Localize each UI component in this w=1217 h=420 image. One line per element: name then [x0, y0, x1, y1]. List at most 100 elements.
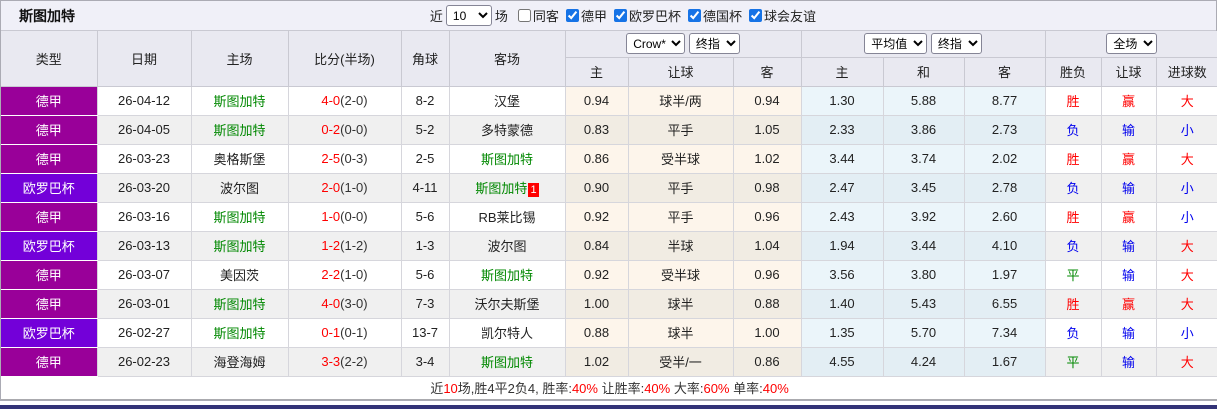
- col-header-goals: 进球数: [1156, 57, 1217, 87]
- league-cell: 德甲: [1, 202, 98, 232]
- filter-same-venue[interactable]: 同客: [517, 6, 559, 25]
- away-team: 斯图加特: [449, 260, 566, 290]
- match-row: 德甲 26-03-23 奥格斯堡 2-5(0-3) 2-5 斯图加特 0.86 …: [1, 144, 1217, 174]
- filter-german-cup[interactable]: 德国杯: [687, 6, 742, 25]
- goals-result-value: 大: [1180, 152, 1194, 167]
- euro-away-odds: 2.78: [964, 173, 1046, 203]
- filter-bundesliga[interactable]: 德甲: [565, 6, 607, 25]
- club-friendly-checkbox[interactable]: [748, 9, 762, 22]
- away-team: 斯图加特: [449, 347, 566, 377]
- match-row: 欧罗巴杯 26-02-27 斯图加特 0-1(0-1) 13-7 凯尔特人 0.…: [1, 318, 1217, 348]
- handicap-result-cell: 输: [1101, 347, 1157, 377]
- score-cell: 2-0(1-0): [288, 173, 402, 203]
- scope-select[interactable]: 全场: [1106, 33, 1158, 55]
- goals-result-value: 小: [1180, 210, 1194, 225]
- score-cell: 3-3(2-2): [288, 347, 402, 377]
- bundesliga-label: 德甲: [580, 9, 607, 24]
- date-cell: 26-03-07: [97, 260, 192, 290]
- fulltime-score: 3-3: [321, 354, 341, 369]
- asia-home-odds: 0.83: [565, 115, 629, 145]
- euro-away-odds: 4.10: [964, 231, 1046, 261]
- goals-result-cell: 小: [1156, 202, 1217, 232]
- handicap-result-value: 输: [1122, 355, 1136, 370]
- col-header-away: 客场: [449, 31, 566, 87]
- euro-odds-time-select[interactable]: 终指: [930, 33, 982, 55]
- euro-draw-odds: 3.44: [883, 231, 965, 261]
- result-cell: 平: [1045, 347, 1102, 377]
- home-team: 斯图加特: [191, 202, 289, 232]
- handicap-result-value: 赢: [1122, 152, 1136, 167]
- halftime-score: (1-0): [340, 180, 368, 195]
- halftime-score: (0-0): [340, 209, 368, 224]
- filter-europa-league[interactable]: 欧罗巴杯: [613, 6, 681, 25]
- result-value: 负: [1066, 326, 1080, 341]
- asia-away-odds: 0.88: [733, 289, 802, 319]
- result-value: 胜: [1066, 210, 1080, 225]
- german-cup-checkbox[interactable]: [687, 9, 701, 22]
- euro-draw-odds: 3.74: [883, 144, 965, 174]
- corner-cell: 8-2: [401, 86, 450, 116]
- result-cell: 负: [1045, 318, 1102, 348]
- result-value: 负: [1066, 123, 1080, 138]
- europa-league-checkbox[interactable]: [613, 9, 627, 22]
- handicap-cell: 平手: [628, 115, 734, 145]
- euro-away-odds: 8.77: [964, 86, 1046, 116]
- asia-bookmaker-select[interactable]: Crow*: [626, 33, 686, 55]
- filter-club-friendly[interactable]: 球会友谊: [748, 6, 816, 25]
- handicap-result-value: 输: [1122, 326, 1136, 341]
- fulltime-score: 2-2: [321, 267, 341, 282]
- handicap-result-value: 输: [1122, 123, 1136, 138]
- euro-home-odds: 4.55: [801, 347, 884, 377]
- league-cell: 欧罗巴杯: [1, 318, 98, 348]
- red-card-badge: 1: [528, 183, 539, 197]
- handicap-result-cell: 输: [1101, 318, 1157, 348]
- asia-home-odds: 0.94: [565, 86, 629, 116]
- league-cell: 欧罗巴杯: [1, 231, 98, 261]
- bundesliga-checkbox[interactable]: [565, 9, 579, 22]
- euro-home-odds: 1.94: [801, 231, 884, 261]
- result-cell: 胜: [1045, 202, 1102, 232]
- goals-result-cell: 大: [1156, 231, 1217, 261]
- result-cell: 负: [1045, 173, 1102, 203]
- euro-draw-odds: 3.86: [883, 115, 965, 145]
- summary-segment: 场,胜4平2负4, 胜率:: [457, 381, 572, 396]
- goals-result-cell: 大: [1156, 260, 1217, 290]
- date-cell: 26-03-01: [97, 289, 192, 319]
- asia-away-odds: 1.04: [733, 231, 802, 261]
- match-row: 德甲 26-03-07 美因茨 2-2(1-0) 5-6 斯图加特 0.92 受…: [1, 260, 1217, 290]
- home-team-name: 美因茨: [219, 268, 259, 283]
- away-team: 斯图加特: [449, 144, 566, 174]
- summary-segment: 大率:: [670, 381, 704, 396]
- score-cell: 1-0(0-0): [288, 202, 402, 232]
- halftime-score: (0-0): [340, 122, 368, 137]
- asia-odds-time-select[interactable]: 终指: [688, 33, 740, 55]
- score-cell: 0-2(0-0): [288, 115, 402, 145]
- german-cup-label: 德国杯: [702, 9, 742, 24]
- euro-home-odds: 2.33: [801, 115, 884, 145]
- corner-cell: 2-5: [401, 144, 450, 174]
- home-team: 斯图加特: [191, 318, 289, 348]
- handicap-result-value: 输: [1122, 268, 1136, 283]
- goals-result-cell: 大: [1156, 144, 1217, 174]
- handicap-result-value: 输: [1122, 181, 1136, 196]
- asia-home-odds: 1.02: [565, 347, 629, 377]
- handicap-result-value: 输: [1122, 239, 1136, 254]
- corner-cell: 5-2: [401, 115, 450, 145]
- handicap-result-cell: 输: [1101, 115, 1157, 145]
- handicap-cell: 受半球: [628, 144, 734, 174]
- fulltime-score: 2-0: [321, 180, 341, 195]
- summary-segment: 60%: [703, 381, 730, 396]
- filter-controls: 近 10 场 同客 德甲 欧罗巴杯 德国杯 球会: [427, 5, 1216, 26]
- goals-result-cell: 小: [1156, 173, 1217, 203]
- away-team-name: 斯图加特: [480, 152, 533, 167]
- asia-home-odds: 0.90: [565, 173, 629, 203]
- near-games-select[interactable]: 10: [445, 5, 492, 26]
- date-cell: 26-04-12: [97, 86, 192, 116]
- euro-home-odds: 1.30: [801, 86, 884, 116]
- same-venue-checkbox[interactable]: [517, 9, 531, 22]
- halftime-score: (0-1): [340, 325, 368, 340]
- away-team: RB莱比锡: [449, 202, 566, 232]
- goals-result-value: 大: [1180, 94, 1194, 109]
- euro-source-select[interactable]: 平均值: [864, 33, 928, 55]
- col-header-euro-away: 客: [964, 57, 1046, 87]
